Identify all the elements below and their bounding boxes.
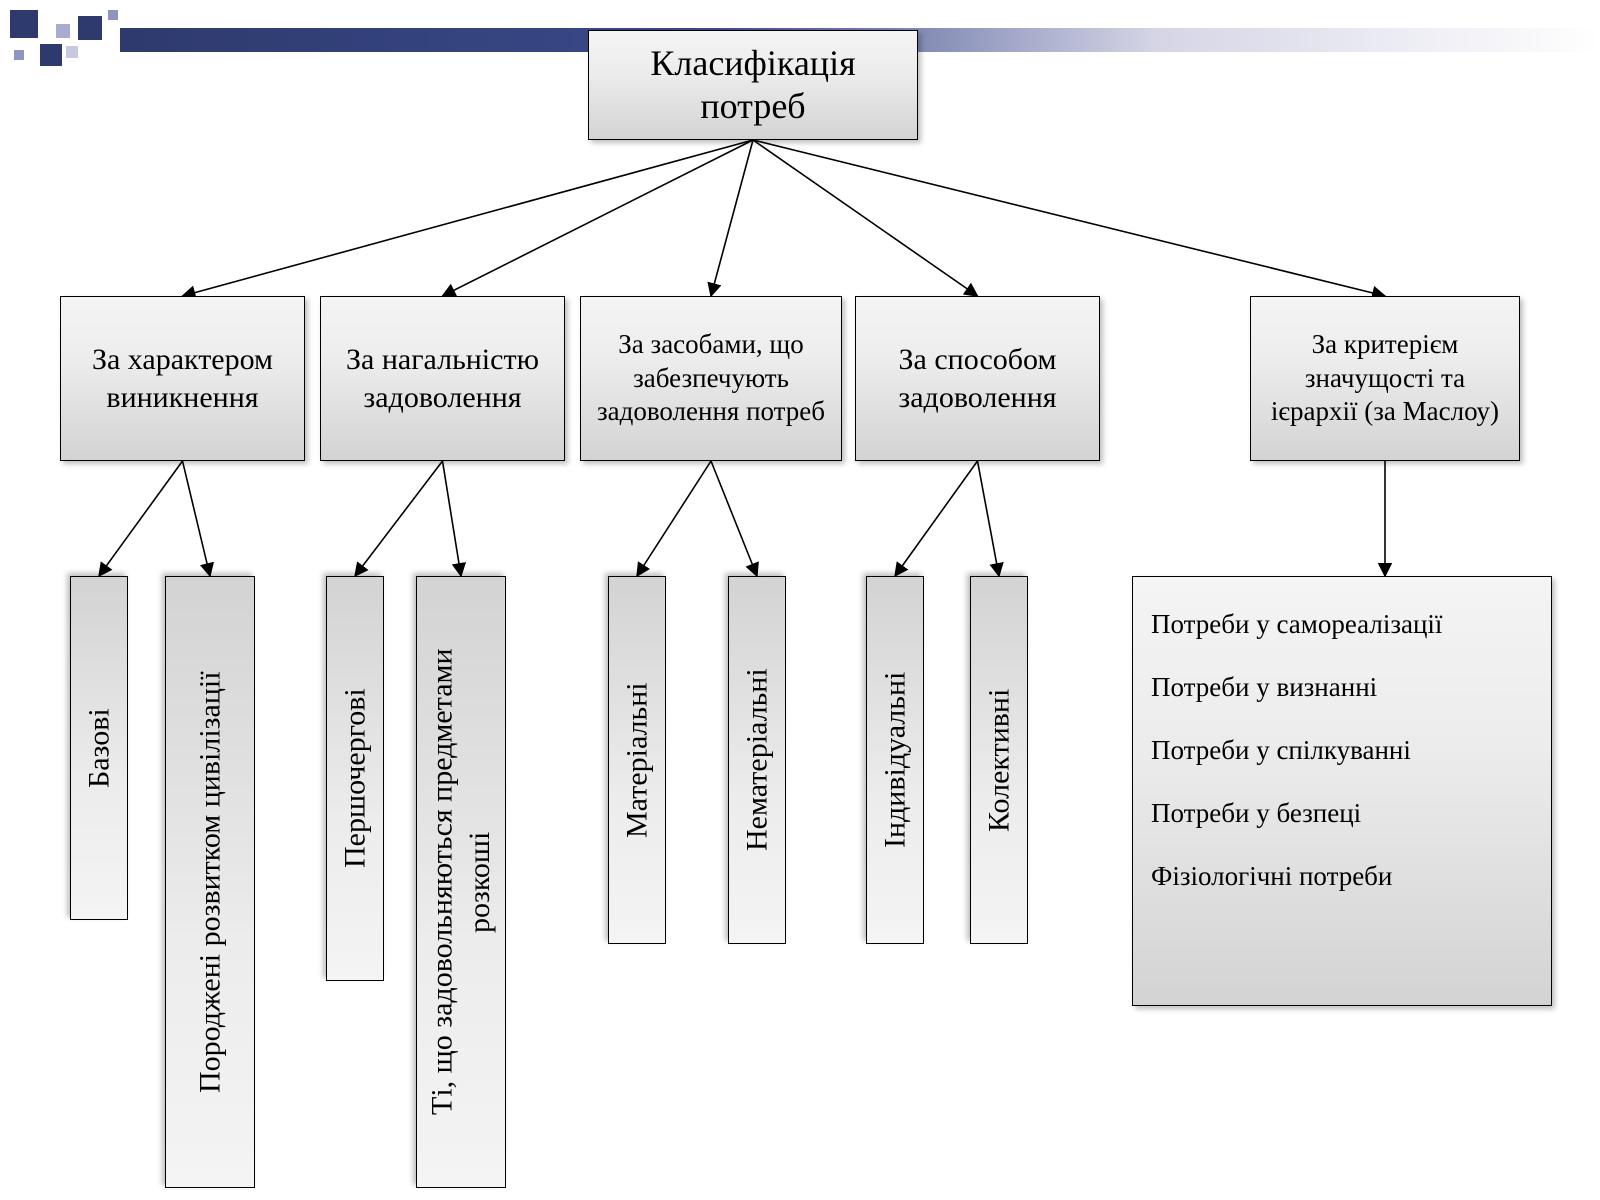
maslow-item: Фізіологічні потреби (1151, 859, 1392, 894)
maslow-item: Потреби у безпеці (1151, 796, 1361, 831)
category-node-c2: За нагальністю задоволення (320, 296, 565, 461)
decor-square (108, 10, 118, 20)
leaf-node-c4-0: Індивідуальні (866, 576, 924, 944)
category-label: За засобами, що забезпечують задоволення… (589, 328, 833, 429)
leaf-node-c1-0: Базові (70, 576, 128, 920)
leaf-node-c3-0: Матеріальні (608, 576, 666, 944)
root-node: Класифікація потреб (588, 30, 918, 140)
category-node-c5: За критерієм значущості та ієрархії (за … (1250, 296, 1520, 461)
maslow-item: Потреби у самореалізації (1151, 607, 1442, 642)
decor-square (14, 50, 24, 60)
leaf-label: Базові (80, 708, 118, 788)
leaf-label: Колективні (980, 688, 1018, 831)
decor-square (56, 24, 70, 38)
decor-square (40, 44, 62, 66)
category-node-c3: За засобами, що забезпечують задоволення… (580, 296, 842, 461)
category-node-c1: За характером виникнення (60, 296, 305, 461)
leaf-label: Породжені розвитком цивілізації (191, 671, 229, 1093)
leaf-label: Індивідуальні (876, 672, 914, 848)
category-node-c4: За способом задоволення (855, 296, 1100, 461)
category-label: За способом задоволення (864, 341, 1091, 416)
category-label: За характером виникнення (69, 341, 296, 416)
leaf-node-c5-list: Потреби у самореалізації Потреби у визна… (1132, 576, 1552, 1006)
decor-square (78, 16, 102, 40)
category-label: За критерієм значущості та ієрархії (за … (1259, 328, 1511, 429)
leaf-label: Першочергові (336, 689, 374, 869)
leaf-node-c2-1: Ті, що задовольняються предметами розкош… (416, 576, 506, 1188)
leaf-label: Нематеріальні (738, 669, 776, 852)
leaf-label: Ті, що задовольняються предметами розкош… (424, 595, 499, 1169)
leaf-node-c2-0: Першочергові (326, 576, 384, 981)
decor-square (10, 10, 38, 38)
leaf-node-c1-1: Породжені розвитком цивілізації (165, 576, 255, 1188)
decor-square (66, 46, 78, 58)
leaf-label: Матеріальні (618, 682, 656, 838)
maslow-item: Потреби у спілкуванні (1151, 733, 1411, 768)
leaf-node-c3-1: Нематеріальні (728, 576, 786, 944)
root-label: Класифікація потреб (597, 42, 909, 128)
leaf-node-c4-1: Колективні (970, 576, 1028, 944)
category-label: За нагальністю задоволення (329, 341, 556, 416)
maslow-item: Потреби у визнанні (1151, 670, 1377, 705)
